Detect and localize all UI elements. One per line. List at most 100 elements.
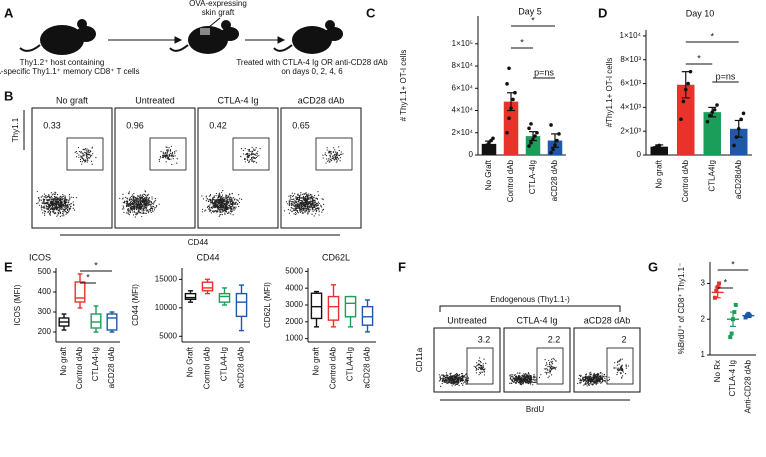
x-tick-label: Control dAb [75,346,84,389]
flow-dot [597,382,599,384]
flow-dot [316,207,319,210]
flow-dot [136,212,138,214]
flow-dot [133,208,135,211]
flow-dot [51,204,53,206]
flow-dot [231,210,233,212]
point [529,140,533,145]
flow-dot [336,158,338,160]
point [549,150,553,155]
flow-dot [227,208,229,210]
flow-dot [584,382,587,384]
flow-dot [210,200,212,202]
flow-dot [245,153,247,156]
flow-dot [209,193,212,196]
flow-dot [144,191,147,193]
flow-dot [221,206,223,208]
flow-dot [138,208,141,210]
flow-dot [326,158,328,160]
flow-dot [64,195,66,197]
flow-dot [545,362,548,364]
flow-dot [231,192,233,195]
flow-dot [166,152,168,154]
x-tick-label: Control dAb [506,159,515,202]
flow-dot [298,206,300,208]
flow-dot [447,374,449,376]
flow-dot [145,199,147,201]
flow-dot [447,381,449,383]
flow-dot [248,150,250,152]
flow-dot [546,363,548,365]
flow-dot [222,206,224,208]
flow-dot [135,197,137,199]
flow-dot [251,157,253,160]
flow-dot [69,207,72,209]
flow-dot [448,377,450,379]
flow-dot [215,210,218,212]
flow-dot [339,157,342,159]
flow-dot [220,206,222,208]
flow-dot [211,206,213,208]
flow-dot [255,147,257,149]
flow-dot [300,205,303,207]
flow-dot [473,365,475,368]
flow-dot [212,198,214,200]
flow-dot [295,207,298,210]
flow-dot [46,207,48,210]
flow-dot [329,160,331,163]
flow-dot [128,214,131,216]
flow-dot [138,196,141,198]
flow-dot [208,208,210,210]
flow-dot [149,207,152,210]
flow-dot [163,155,166,157]
gate [536,347,564,385]
flow-dot [225,211,227,213]
flow-dot [292,198,294,201]
flow-dot [63,199,65,201]
flow-dot [51,207,53,209]
flow-dot [304,210,306,212]
flow-dot [43,196,45,198]
flow-dot [295,213,298,215]
flow-dot [144,212,146,214]
flow-dot [231,204,234,207]
flow-dot [146,205,148,207]
flow-dot [548,364,550,366]
flow-dot [590,377,592,379]
flow-dot [56,205,58,207]
flow-dot [48,196,50,198]
flow-dot [442,375,445,377]
flow-dot [297,200,300,203]
flow-dot [549,361,551,364]
flow-dot [311,200,314,202]
flow-dot [51,208,53,211]
point [491,136,495,141]
flow-dot [229,203,231,205]
y-tick-label: 1×10⁴ [620,31,642,40]
flow-dot [229,202,232,204]
flow-dot [256,153,258,155]
flow-dot [145,196,148,198]
flow-dot [222,190,224,192]
flow-dot [87,149,89,151]
flow-dot [155,200,157,202]
box [218,292,231,303]
flow-dot [446,377,448,379]
flow-dot [239,198,241,200]
flow-dot [53,202,55,204]
flow-dot [165,146,167,148]
point [733,302,738,307]
flow-dot [593,378,595,380]
flow-dot [222,210,224,212]
flow-dot [551,362,553,364]
flow-dot [126,204,128,206]
flow-dot [447,382,450,384]
flow-dot [56,197,58,199]
flow-dot [234,202,237,204]
flow-dot [70,196,72,198]
flow-dot [540,374,542,376]
flow-dot [316,204,319,206]
flow-dot [82,158,84,160]
flow-dot [444,378,446,380]
